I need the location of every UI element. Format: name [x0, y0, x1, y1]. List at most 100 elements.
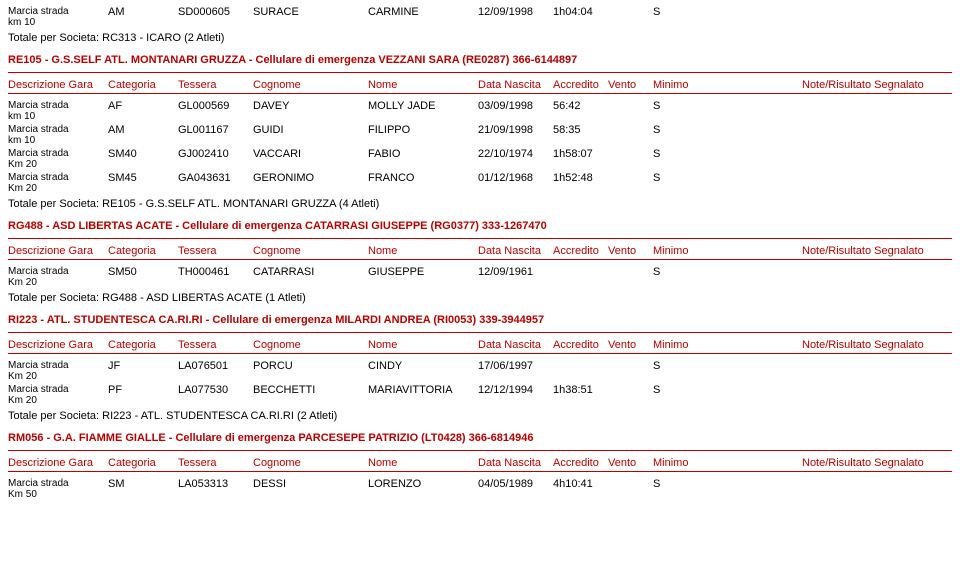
data-row: Marcia stradakm 10AFGL000569DAVEYMOLLY J…: [8, 100, 952, 122]
data-row: Marcia stradaKm 20SM50TH000461CATARRASIG…: [8, 266, 952, 288]
desc-line1: Marcia strada: [8, 384, 108, 395]
cell-data: 17/06/1997: [478, 360, 553, 382]
divider: [8, 450, 952, 451]
hdr-note: Note/Risultato Segnalato: [802, 245, 952, 257]
header-row: Descrizione Gara Categoria Tessera Cogno…: [8, 79, 952, 91]
total-line: Totale per Societa: RC313 - ICARO (2 Atl…: [8, 32, 952, 44]
desc-line1: Marcia strada: [8, 478, 108, 489]
desc-line1: Marcia strada: [8, 148, 108, 159]
cell-min: S: [653, 124, 708, 146]
cell-vento: [608, 172, 653, 194]
hdr-note: Note/Risultato Segnalato: [802, 79, 952, 91]
hdr-nome: Nome: [368, 79, 478, 91]
cell-cat: AM: [108, 6, 178, 28]
cell-vento: [608, 124, 653, 146]
hdr-vento: Vento: [608, 245, 653, 257]
desc-line2: Km 20: [8, 277, 108, 288]
cell-acc: 1h58:07: [553, 148, 608, 170]
data-row: Marcia stradaKm 20JFLA076501PORCUCINDY17…: [8, 360, 952, 382]
cell-cog: DESSI: [253, 478, 368, 500]
header-row: Descrizione Gara Categoria Tessera Cogno…: [8, 245, 952, 257]
cell-data: 12/09/1998: [478, 6, 553, 28]
society-title: RI223 - ATL. STUDENTESCA CA.RI.RI - Cell…: [8, 314, 952, 326]
hdr-nome: Nome: [368, 339, 478, 351]
cell-min: S: [653, 478, 708, 500]
desc-line1: Marcia strada: [8, 266, 108, 277]
cell-acc: 58:35: [553, 124, 608, 146]
cell-min: S: [653, 148, 708, 170]
cell-nome: FABIO: [368, 148, 478, 170]
cell-min: S: [653, 360, 708, 382]
cell-data: 21/09/1998: [478, 124, 553, 146]
cell-nome: FRANCO: [368, 172, 478, 194]
cell-nome: MOLLY JADE: [368, 100, 478, 122]
desc-line2: km 10: [8, 17, 108, 28]
hdr-tess: Tessera: [178, 245, 253, 257]
hdr-cog: Cognome: [253, 457, 368, 469]
hdr-acc: Accredito: [553, 245, 608, 257]
cell-cog: GERONIMO: [253, 172, 368, 194]
hdr-acc: Accredito: [553, 457, 608, 469]
hdr-note: Note/Risultato Segnalato: [802, 457, 952, 469]
desc-line2: Km 20: [8, 183, 108, 194]
cell-acc: 56:42: [553, 100, 608, 122]
cell-min: S: [653, 266, 708, 288]
cell-vento: [608, 100, 653, 122]
hdr-desc: Descrizione Gara: [8, 457, 108, 469]
cell-cat: SM40: [108, 148, 178, 170]
cell-acc: 1h52:48: [553, 172, 608, 194]
hdr-cog: Cognome: [253, 79, 368, 91]
data-row: Marcia stradaKm 20SM45GA043631GERONIMOFR…: [8, 172, 952, 194]
cell-acc: 1h04:04: [553, 6, 608, 28]
cell-nome: GIUSEPPE: [368, 266, 478, 288]
data-row: Marcia stradaKm 50SMLA053313DESSILORENZO…: [8, 478, 952, 500]
cell-acc: [553, 360, 608, 382]
desc-line1: Marcia strada: [8, 6, 108, 17]
divider: [8, 259, 952, 260]
society-title: RM056 - G.A. FIAMME GIALLE - Cellulare d…: [8, 432, 952, 444]
cell-nome: FILIPPO: [368, 124, 478, 146]
hdr-vento: Vento: [608, 339, 653, 351]
hdr-tess: Tessera: [178, 457, 253, 469]
cell-nome: MARIAVITTORIA: [368, 384, 478, 406]
cell-vento: [608, 148, 653, 170]
desc-line2: Km 20: [8, 159, 108, 170]
divider: [8, 332, 952, 333]
cell-data: 12/12/1994: [478, 384, 553, 406]
cell-nome: CINDY: [368, 360, 478, 382]
cell-cog: BECCHETTI: [253, 384, 368, 406]
cell-acc: 1h38:51: [553, 384, 608, 406]
hdr-data: Data Nascita: [478, 245, 553, 257]
divider: [8, 238, 952, 239]
hdr-data: Data Nascita: [478, 79, 553, 91]
hdr-note: Note/Risultato Segnalato: [802, 339, 952, 351]
cell-vento: [608, 6, 653, 28]
hdr-cog: Cognome: [253, 245, 368, 257]
cell-data: 03/09/1998: [478, 100, 553, 122]
hdr-cog: Cognome: [253, 339, 368, 351]
data-row: Marcia stradakm 10 AM SD000605 SURACE CA…: [8, 6, 952, 28]
cell-min: S: [653, 172, 708, 194]
desc-line1: Marcia strada: [8, 172, 108, 183]
data-row: Marcia stradaKm 20SM40GJ002410VACCARIFAB…: [8, 148, 952, 170]
hdr-data: Data Nascita: [478, 457, 553, 469]
hdr-cat: Categoria: [108, 245, 178, 257]
hdr-cat: Categoria: [108, 457, 178, 469]
desc-line1: Marcia strada: [8, 360, 108, 371]
hdr-min: Minimo: [653, 339, 708, 351]
cell-acc: 4h10:41: [553, 478, 608, 500]
total-line: Totale per Societa: RI223 - ATL. STUDENT…: [8, 410, 952, 422]
hdr-desc: Descrizione Gara: [8, 245, 108, 257]
cell-cog: SURACE: [253, 6, 368, 28]
hdr-vento: Vento: [608, 457, 653, 469]
hdr-cat: Categoria: [108, 339, 178, 351]
hdr-data: Data Nascita: [478, 339, 553, 351]
cell-min: S: [653, 100, 708, 122]
cell-tess: TH000461: [178, 266, 253, 288]
desc-line2: Km 50: [8, 489, 108, 500]
divider: [8, 471, 952, 472]
hdr-tess: Tessera: [178, 79, 253, 91]
hdr-acc: Accredito: [553, 79, 608, 91]
cell-tess: GJ002410: [178, 148, 253, 170]
cell-cog: GUIDI: [253, 124, 368, 146]
